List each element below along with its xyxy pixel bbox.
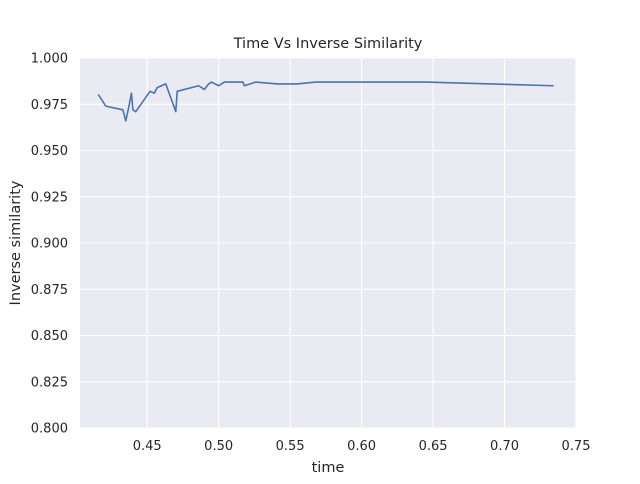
y-tick-label: 0.925	[31, 190, 68, 205]
y-tick-labels: 0.800 0.825 0.850 0.875 0.900 0.925 0.950 0.975…	[31, 52, 68, 437]
y-tick-label: 0.825	[31, 375, 68, 390]
y-tick-label: 0.900	[31, 237, 68, 252]
series-line	[97, 81, 554, 122]
x-tick-label: 0.65	[419, 439, 448, 454]
y-tick-label: 1.000	[31, 52, 68, 67]
x-tick-labels: 0.45 0.50 0.55 0.60 0.65 0.70 0.75	[133, 439, 591, 454]
y-gridlines	[80, 57, 576, 429]
y-tick-label: 0.875	[31, 283, 68, 298]
series-layer	[97, 81, 554, 122]
x-tick-label: 0.50	[204, 439, 233, 454]
x-tick-label: 0.45	[133, 439, 162, 454]
y-tick-label: 0.800	[31, 422, 68, 437]
x-tick-label: 0.60	[347, 439, 376, 454]
x-tick-label: 0.70	[490, 439, 519, 454]
x-axis-label: time	[312, 460, 345, 476]
y-tick-label: 0.950	[31, 144, 68, 159]
x-tick-label: 0.75	[562, 439, 591, 454]
y-tick-label: 0.850	[31, 329, 68, 344]
y-tick-label: 0.975	[31, 98, 68, 113]
y-axis-label: Inverse similarity	[8, 180, 24, 305]
chart-title: Time Vs Inverse Similarity	[233, 36, 423, 52]
x-tick-label: 0.55	[276, 439, 305, 454]
